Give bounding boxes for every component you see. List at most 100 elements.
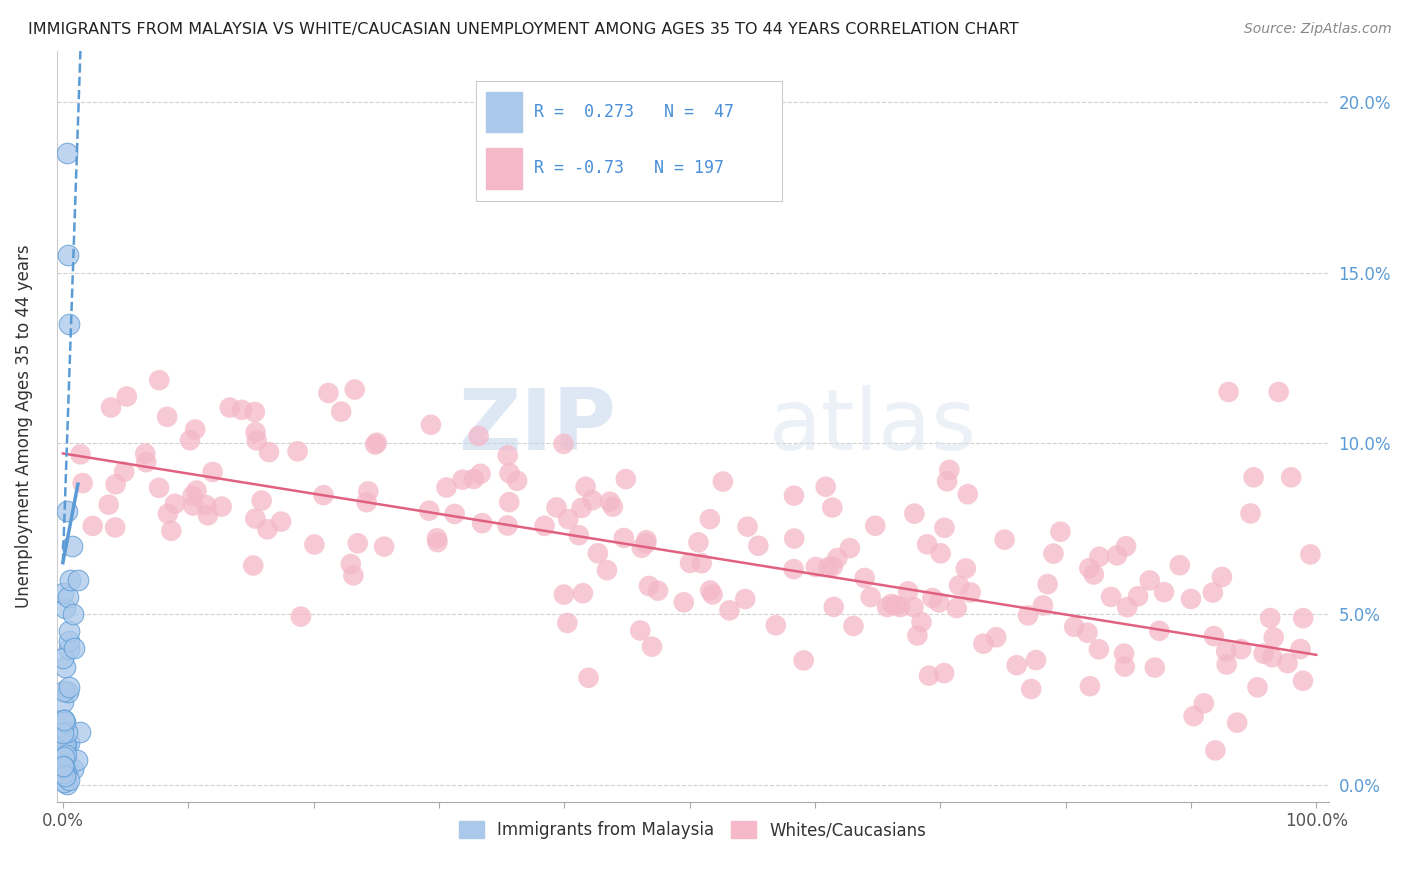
Point [1076, 625, 1098, 640]
Point [1243, 470, 1265, 484]
Point [1202, 585, 1225, 599]
Point [581, 493, 603, 508]
Point [1114, 659, 1136, 673]
Point [52, 585, 75, 599]
Point [1126, 589, 1149, 603]
Point [65, 753, 87, 767]
Point [1112, 647, 1135, 661]
Point [55, 765, 77, 780]
Point [330, 404, 353, 418]
Point [1192, 697, 1215, 711]
Point [1139, 574, 1161, 588]
Point [426, 535, 449, 549]
Point [827, 551, 849, 566]
Point [304, 537, 326, 551]
Point [938, 463, 960, 477]
Point [58, 736, 80, 750]
Point [58, 624, 80, 638]
Point [1239, 507, 1261, 521]
Point [53, 600, 76, 615]
Point [1253, 647, 1275, 661]
Point [1182, 709, 1205, 723]
Point [699, 583, 721, 598]
Point [100, 401, 122, 415]
Point [246, 434, 269, 448]
Point [366, 435, 388, 450]
Point [135, 455, 157, 469]
Point [245, 511, 267, 525]
Point [72, 476, 94, 491]
Point [1230, 642, 1253, 657]
Point [557, 512, 579, 526]
Point [821, 500, 844, 515]
Point [718, 603, 741, 617]
Point [884, 599, 907, 613]
Point [498, 495, 520, 509]
Point [821, 559, 844, 574]
Point [897, 584, 920, 599]
Point [451, 473, 474, 487]
Point [1215, 657, 1237, 672]
Point [55, 146, 77, 161]
Point [1036, 577, 1059, 591]
Point [699, 512, 721, 526]
Point [747, 539, 769, 553]
Point [910, 615, 932, 629]
Legend: Immigrants from Malaysia, Whites/Caucasians: Immigrants from Malaysia, Whites/Caucasi… [453, 814, 934, 846]
Point [932, 666, 955, 681]
Text: IMMIGRANTS FROM MALAYSIA VS WHITE/CAUCASIAN UNEMPLOYMENT AMONG AGES 35 TO 44 YEA: IMMIGRANTS FROM MALAYSIA VS WHITE/CAUCAS… [28, 22, 1019, 37]
Point [160, 524, 183, 538]
Point [586, 546, 609, 560]
Point [197, 508, 219, 523]
Point [256, 522, 278, 536]
Point [58, 685, 80, 699]
Point [1277, 657, 1299, 671]
Point [181, 499, 204, 513]
Point [218, 401, 240, 415]
Point [55, 504, 77, 518]
Point [1289, 642, 1312, 657]
Point [55, 660, 77, 674]
Point [498, 466, 520, 480]
Point [1063, 620, 1085, 634]
Point [270, 515, 292, 529]
Point [52, 768, 75, 782]
Point [60, 539, 83, 553]
Point [496, 518, 519, 533]
Point [1299, 548, 1322, 562]
Point [148, 373, 170, 387]
Point [58, 680, 80, 694]
Point [1218, 384, 1240, 399]
Point [572, 586, 595, 600]
Point [112, 465, 135, 479]
Point [418, 503, 440, 517]
Point [1083, 567, 1105, 582]
Point [838, 541, 860, 556]
Point [115, 390, 138, 404]
Point [1017, 608, 1039, 623]
Point [533, 519, 555, 533]
Point [955, 561, 977, 575]
Point [986, 630, 1008, 644]
Point [936, 475, 959, 489]
Point [1032, 599, 1054, 613]
Point [179, 434, 201, 448]
Point [211, 500, 233, 514]
Y-axis label: Unemployment Among Ages 35 to 44 years: Unemployment Among Ages 35 to 44 years [15, 244, 32, 608]
Point [599, 494, 621, 508]
Point [734, 592, 756, 607]
Point [62, 607, 84, 621]
Point [782, 562, 804, 576]
Point [148, 481, 170, 495]
Point [201, 465, 224, 479]
Point [357, 484, 380, 499]
Point [184, 422, 207, 436]
Point [257, 445, 280, 459]
Point [134, 447, 156, 461]
Point [287, 444, 309, 458]
Point [737, 519, 759, 533]
Point [104, 520, 127, 534]
Point [1042, 547, 1064, 561]
Point [58, 317, 80, 331]
Point [553, 437, 575, 451]
